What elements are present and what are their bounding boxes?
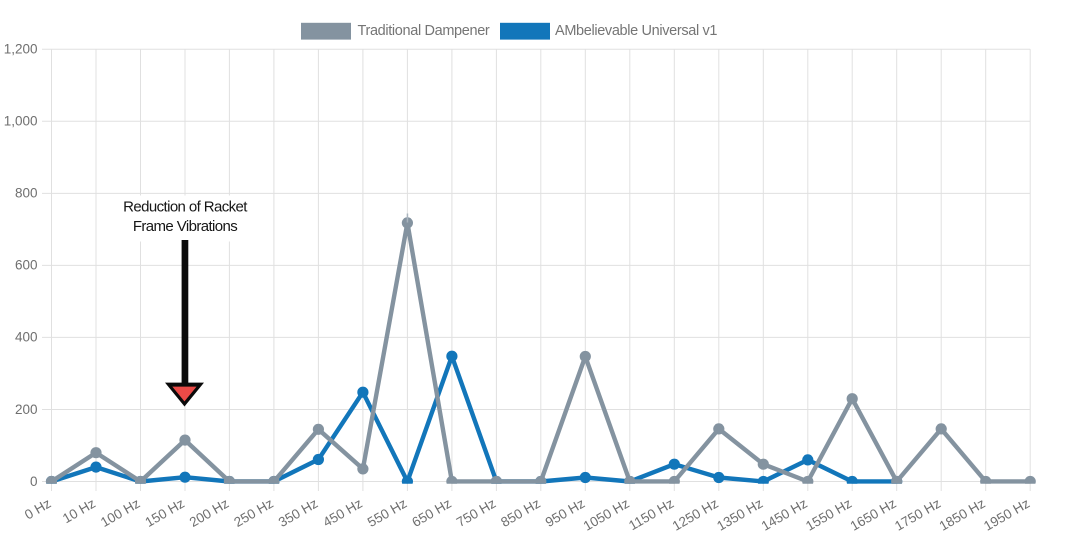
svg-text:Frame Vibrations: Frame Vibrations [133, 218, 237, 235]
svg-text:400: 400 [15, 330, 38, 345]
svg-text:200: 200 [15, 402, 38, 417]
svg-text:Reduction of Racket: Reduction of Racket [123, 199, 248, 216]
svg-text:0: 0 [30, 474, 38, 489]
svg-text:800: 800 [15, 186, 38, 201]
svg-text:1,200: 1,200 [4, 42, 38, 57]
svg-text:AMbelievable Universal v1: AMbelievable Universal v1 [555, 23, 717, 39]
svg-text:Traditional Dampener: Traditional Dampener [358, 23, 490, 39]
svg-text:600: 600 [15, 258, 38, 273]
svg-text:1,000: 1,000 [4, 114, 38, 129]
